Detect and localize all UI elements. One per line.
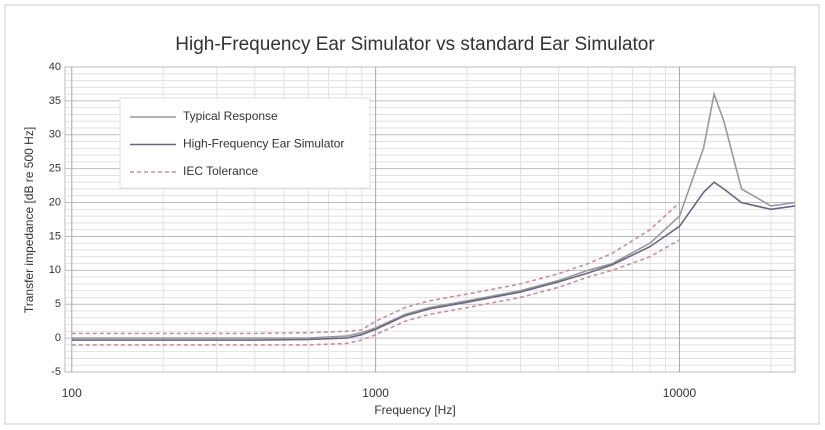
y-tick-label: 0 — [55, 332, 61, 344]
y-tick-label: 5 — [55, 298, 61, 310]
legend-label: IEC Tolerance — [183, 164, 258, 178]
frame — [4, 4, 820, 425]
series-line — [71, 239, 680, 346]
chart-title: High-Frequency Ear Simulator vs standard… — [175, 34, 655, 55]
y-axis-label: Transfer impedance [dB re 500 Hz] — [22, 127, 36, 313]
y-tick-label: 10 — [49, 264, 61, 276]
y-tick-label: 20 — [49, 196, 61, 208]
x-tick-label: 10000 — [663, 386, 697, 400]
y-tick-label: 15 — [49, 230, 61, 242]
legend-label: High-Frequency Ear Simulator — [183, 137, 344, 151]
legend: Typical Response High-Frequency Ear Simul… — [119, 97, 371, 189]
x-tick-label: 1000 — [362, 386, 389, 400]
y-tick-label: 25 — [49, 163, 61, 175]
y-tick-label: 40 — [49, 61, 61, 73]
legend-box — [119, 97, 371, 189]
y-tick-label: 35 — [49, 95, 61, 107]
y-tick-label: 30 — [49, 129, 61, 141]
series-line — [71, 181, 796, 341]
series-line — [71, 202, 681, 335]
legend-label: Typical Response — [183, 109, 278, 123]
series-line — [71, 91, 796, 339]
y-tick-label: -5 — [51, 366, 61, 378]
x-tick-label: 100 — [62, 386, 82, 400]
x-axis-label: Frequency [Hz] — [374, 403, 455, 417]
